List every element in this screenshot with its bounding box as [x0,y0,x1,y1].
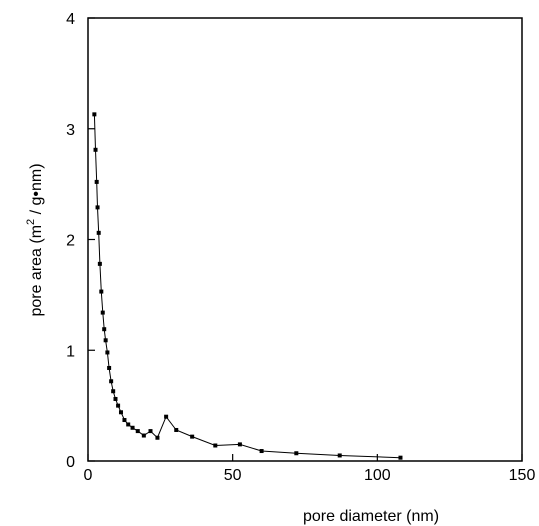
data-point-4 [96,230,101,235]
data-point-15 [116,403,121,408]
y-tick-label-0: 0 [66,454,75,471]
data-point-32 [398,455,403,460]
axis-labels: 0 50 100 150 0 1 2 3 4 [66,11,535,484]
y-tick-label-3: 3 [66,122,75,139]
data-point-26 [190,434,195,439]
data-point-11 [107,365,112,370]
data-point-8 [102,327,107,332]
data-point-3 [95,205,100,210]
data-point-14 [113,396,118,401]
data-point-23 [155,435,160,440]
x-tick-label-0: 0 [84,467,93,484]
data-point-19 [130,425,135,430]
x-axis-title: pore diameter (nm) [303,508,439,525]
data-point-1 [93,147,98,152]
data-point-22 [148,429,153,434]
x-tick-label-3: 150 [509,467,536,484]
data-point-12 [109,379,114,384]
data-point-7 [100,310,105,315]
data-point-2 [94,179,99,184]
data-point-6 [99,289,104,294]
data-point-28 [237,442,242,447]
data-point-16 [118,410,123,415]
data-point-13 [111,389,116,394]
axis-ticks [87,17,523,462]
x-tick-label-2: 100 [364,467,391,484]
series-layer [92,112,403,460]
data-point-31 [337,453,342,458]
plot-frame [87,17,523,462]
y-axis-title: pore area (m2 / g•nm) [25,163,45,316]
data-point-9 [103,338,108,343]
y-tick-label-4: 4 [66,11,75,28]
data-point-0 [92,112,97,117]
data-point-25 [174,427,179,432]
y-axis-title-prefix: pore area (m [28,225,45,317]
data-point-27 [213,443,218,448]
data-point-30 [294,451,299,456]
data-point-5 [97,261,102,266]
x-tick-label-1: 50 [224,467,242,484]
data-point-18 [126,422,131,427]
y-axis-title-suffix: / g•nm) [28,163,45,218]
y-tick-label-1: 1 [66,343,75,360]
data-point-24 [164,414,169,419]
data-point-20 [135,429,140,434]
data-point-10 [105,350,110,355]
data-point-21 [141,433,146,438]
y-tick-label-2: 2 [66,233,75,250]
data-point-17 [122,418,127,423]
series-line-0 [93,114,401,459]
data-point-29 [259,449,264,454]
y-axis-title-superscript: 2 [25,219,37,225]
